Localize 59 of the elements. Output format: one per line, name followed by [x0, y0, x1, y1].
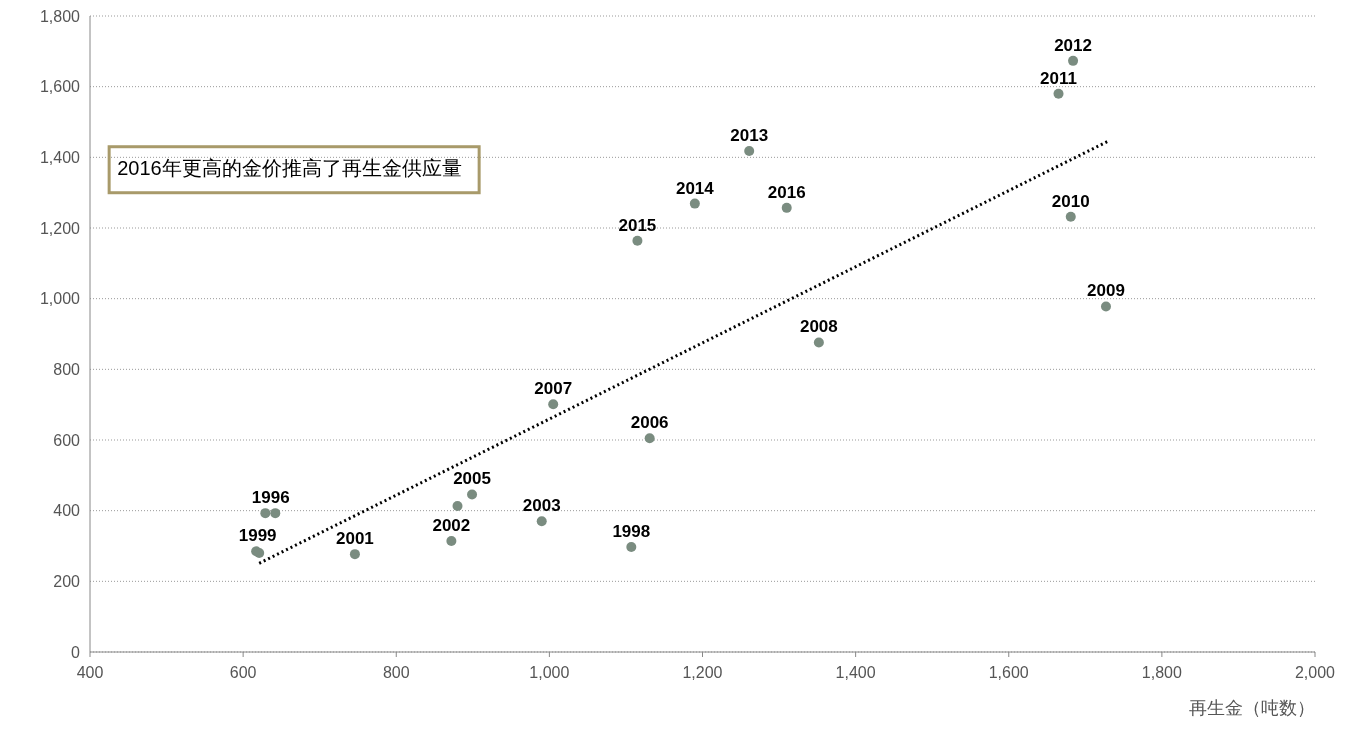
y-tick-label: 200	[53, 572, 81, 590]
annotation: 2016年更高的金价推高了再生金供应量	[117, 155, 463, 181]
point	[446, 536, 457, 547]
annotation: 2010	[1051, 191, 1090, 211]
y-tick-label: 600	[53, 431, 81, 449]
annotation: 2002	[432, 516, 471, 536]
x-tick-label: 400	[76, 664, 104, 681]
point	[632, 235, 643, 246]
x-tick-label: 1,800	[1141, 664, 1182, 681]
point	[260, 508, 271, 519]
point	[1100, 301, 1111, 312]
annotation: 2011	[1040, 68, 1077, 88]
x-tick-label: 800	[382, 664, 410, 681]
x-tick-label: 1,400	[835, 664, 876, 681]
point	[548, 399, 559, 410]
point	[536, 516, 547, 527]
point	[1068, 55, 1079, 66]
y-tick-label: 400	[53, 502, 81, 520]
point	[452, 501, 463, 512]
annotation: 1998	[612, 522, 651, 542]
y-tick-label: 0	[71, 643, 81, 661]
annotation: 2009	[1087, 281, 1125, 301]
point	[781, 202, 792, 213]
x-axis-title: 再生金（吨数）	[1189, 698, 1315, 718]
annotation: 2007	[534, 379, 573, 399]
x-tick-label: 1,200	[682, 664, 723, 681]
point	[349, 549, 360, 560]
y-tick-label: 1,600	[39, 78, 81, 96]
annotation: 1999	[238, 526, 277, 546]
y-tick-label: 800	[53, 360, 81, 378]
point	[1065, 211, 1076, 222]
annotation: 2016	[767, 182, 806, 202]
y-tick-label: 1,400	[39, 148, 81, 166]
annotation: 2001	[335, 529, 374, 549]
point	[467, 489, 478, 500]
annotation: 2013	[730, 125, 769, 145]
y-tick-label: 1,800	[39, 7, 81, 25]
y-tick-label: 1,200	[39, 219, 81, 237]
y-tick-label: 1,000	[39, 290, 81, 308]
x-tick-label: 2,000	[1294, 664, 1336, 681]
annotation: 2008	[799, 317, 838, 337]
annotation: 2012	[1054, 35, 1092, 55]
annotation: 2014	[675, 178, 715, 198]
x-tick-label: 1,600	[988, 664, 1029, 681]
point	[626, 542, 637, 553]
annotation: 2015	[618, 215, 657, 235]
point	[1053, 88, 1064, 99]
x-tick-label: 600	[229, 664, 257, 681]
point	[813, 337, 824, 348]
annotation: 2006	[630, 413, 669, 433]
point	[744, 145, 755, 156]
annotation: 1996	[251, 488, 290, 508]
annotation: 2005	[453, 469, 491, 489]
annotation: 2003	[522, 496, 561, 516]
point	[270, 508, 281, 519]
point	[644, 433, 655, 444]
text-box: 2016年更高的金价推高了再生金供应量	[107, 145, 481, 195]
x-tick-label: 1,000	[529, 664, 570, 681]
point	[689, 198, 700, 209]
